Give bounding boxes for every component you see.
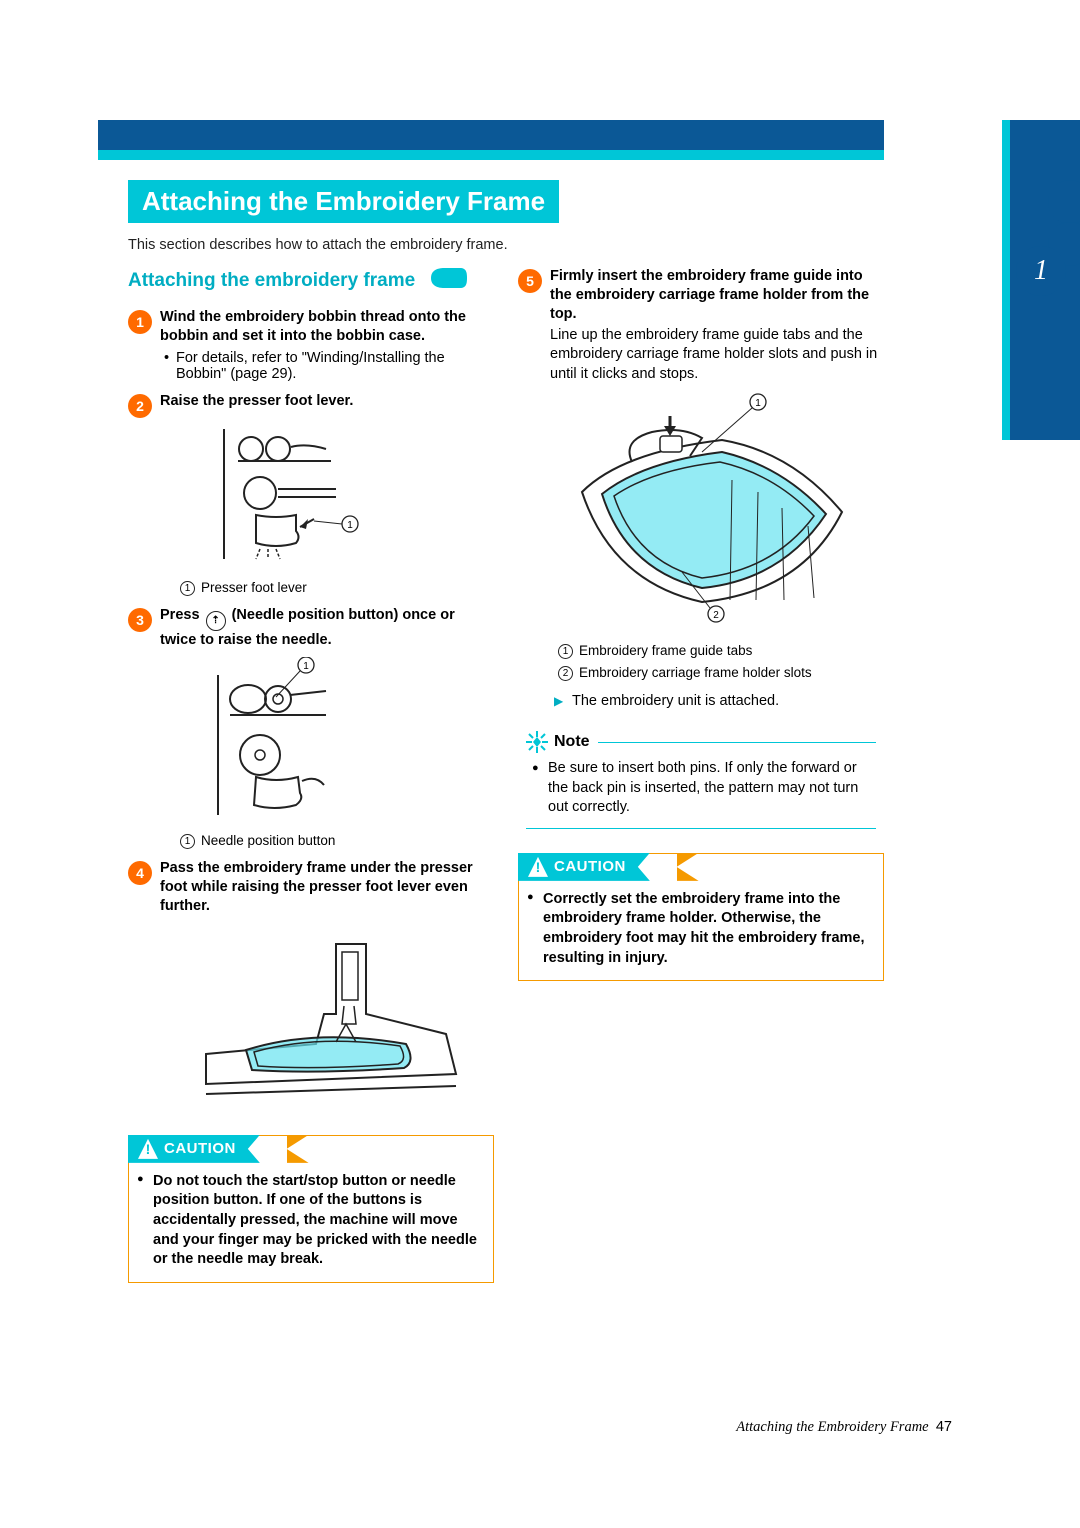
step-title: Raise the presser foot lever. — [160, 392, 494, 411]
svg-text:1: 1 — [755, 398, 761, 409]
callout-number: 2 — [558, 666, 573, 681]
caution-label: CAUTION — [554, 858, 626, 875]
note-label: Note — [554, 733, 590, 751]
step-3: 3 Press ⇡ (Needle position button) once … — [128, 606, 494, 850]
header-cyan-bar — [98, 150, 884, 160]
caution-header: ! CAUTION — [519, 854, 883, 880]
page-title: Attaching the Embroidery Frame — [128, 180, 559, 223]
callout-text: Needle position button — [201, 833, 335, 848]
step-title: Press ⇡ (Needle position button) once or… — [160, 606, 494, 650]
callout-text: Presser foot lever — [201, 580, 307, 595]
needle-position-icon: ⇡ — [206, 611, 226, 631]
caution-flag: ! CAUTION — [518, 853, 650, 881]
callout-text: Embroidery carriage frame holder slots — [579, 665, 812, 680]
footer-title: Attaching the Embroidery Frame — [736, 1419, 928, 1435]
caution-flag: ! CAUTION — [128, 1135, 260, 1163]
step-title-part1: Press — [160, 607, 204, 623]
callout-text: Embroidery frame guide tabs — [579, 643, 752, 658]
diagram-needle-position: 1 — [196, 657, 494, 827]
step-badge: 5 — [518, 269, 542, 293]
note-burst-icon — [526, 731, 548, 753]
step-body: Line up the embroidery frame guide tabs … — [550, 326, 884, 385]
svg-text:1: 1 — [303, 661, 309, 672]
step-badge: 2 — [128, 394, 152, 418]
svg-text:1: 1 — [347, 520, 353, 531]
callout-number: 1 — [558, 644, 573, 659]
result-line: The embroidery unit is attached. — [550, 693, 884, 709]
step-title-part2: (Needle position button) once or twice t… — [160, 607, 455, 648]
step-title: Firmly insert the embroidery frame guide… — [550, 267, 884, 324]
callout-label: 2 Embroidery carriage frame holder slots — [558, 665, 884, 681]
page-footer: Attaching the Embroidery Frame 47 — [736, 1419, 952, 1436]
step-title: Wind the embroidery bobbin thread onto t… — [160, 308, 494, 346]
step-badge: 4 — [128, 861, 152, 885]
intro-text: This section describes how to attach the… — [128, 237, 884, 253]
caution-label: CAUTION — [164, 1140, 236, 1157]
callout-label: 1 Needle position button — [180, 833, 494, 849]
caution-triangle-icon: ! — [138, 1139, 158, 1159]
step-badge: 3 — [128, 608, 152, 632]
side-cyan-bar — [1002, 120, 1010, 440]
callout-number: 1 — [180, 581, 195, 596]
right-column: 5 Firmly insert the embroidery frame gui… — [518, 267, 884, 1291]
diagram-insert-guide: 1 2 — [562, 392, 884, 637]
callout-label: 1 Presser foot lever — [180, 580, 494, 596]
svg-text:2: 2 — [713, 610, 719, 621]
note-text: Be sure to insert both pins. If only the… — [526, 759, 876, 829]
chapter-tab: 1 — [1016, 246, 1066, 296]
caution-ribbon-icon — [287, 1135, 309, 1163]
note-box: Note Be sure to insert both pins. If onl… — [518, 727, 884, 837]
note-header: Note — [526, 731, 876, 753]
section-heading-row: Attaching the embroidery frame — [128, 267, 494, 294]
diagram-presser-foot: 1 — [196, 419, 494, 574]
left-column: Attaching the embroidery frame 1 Wind th… — [128, 267, 494, 1291]
caution-text: Correctly set the embroidery frame into … — [519, 880, 883, 980]
callout-number: 1 — [180, 834, 195, 849]
step-4: 4 Pass the embroidery frame under the pr… — [128, 859, 494, 1119]
header-blue-bar — [98, 120, 884, 150]
caution-box-2: ! CAUTION Correctly set the embroidery f… — [518, 853, 884, 981]
step-badge: 1 — [128, 310, 152, 334]
caution-box-1: ! CAUTION Do not touch the start/stop bu… — [128, 1135, 494, 1283]
note-rule — [598, 742, 876, 743]
section-heading: Attaching the embroidery frame — [128, 270, 415, 292]
caution-text: Do not touch the start/stop button or ne… — [129, 1162, 493, 1282]
caution-header: ! CAUTION — [129, 1136, 493, 1162]
heading-bubble-icon — [430, 267, 468, 294]
step-2: 2 Raise the presser foot lever. — [128, 392, 494, 596]
step-5: 5 Firmly insert the embroidery frame gui… — [518, 267, 884, 709]
callout-label: 1 Embroidery frame guide tabs — [558, 643, 884, 659]
caution-ribbon-icon — [677, 853, 699, 881]
step-1: 1 Wind the embroidery bobbin thread onto… — [128, 308, 494, 382]
diagram-frame-under-foot — [196, 924, 494, 1119]
step-bullet: For details, refer to "Winding/Installin… — [160, 350, 494, 382]
two-column-layout: Attaching the embroidery frame 1 Wind th… — [128, 267, 884, 1291]
step-title: Pass the embroidery frame under the pres… — [160, 859, 494, 916]
footer-page: 47 — [936, 1419, 952, 1435]
page-content: Attaching the Embroidery Frame This sect… — [128, 180, 884, 1291]
caution-triangle-icon: ! — [528, 857, 548, 877]
